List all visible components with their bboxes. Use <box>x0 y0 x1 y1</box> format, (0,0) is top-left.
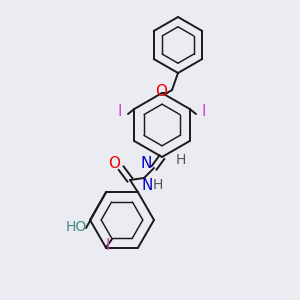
Text: N: N <box>140 157 152 172</box>
Text: HO: HO <box>65 220 87 234</box>
Text: H: H <box>153 178 163 192</box>
Text: I: I <box>202 104 206 119</box>
Text: I: I <box>118 104 122 119</box>
Text: H: H <box>176 153 186 167</box>
Text: O: O <box>155 85 167 100</box>
Text: N: N <box>141 178 153 193</box>
Text: I: I <box>106 238 110 253</box>
Text: O: O <box>108 155 120 170</box>
